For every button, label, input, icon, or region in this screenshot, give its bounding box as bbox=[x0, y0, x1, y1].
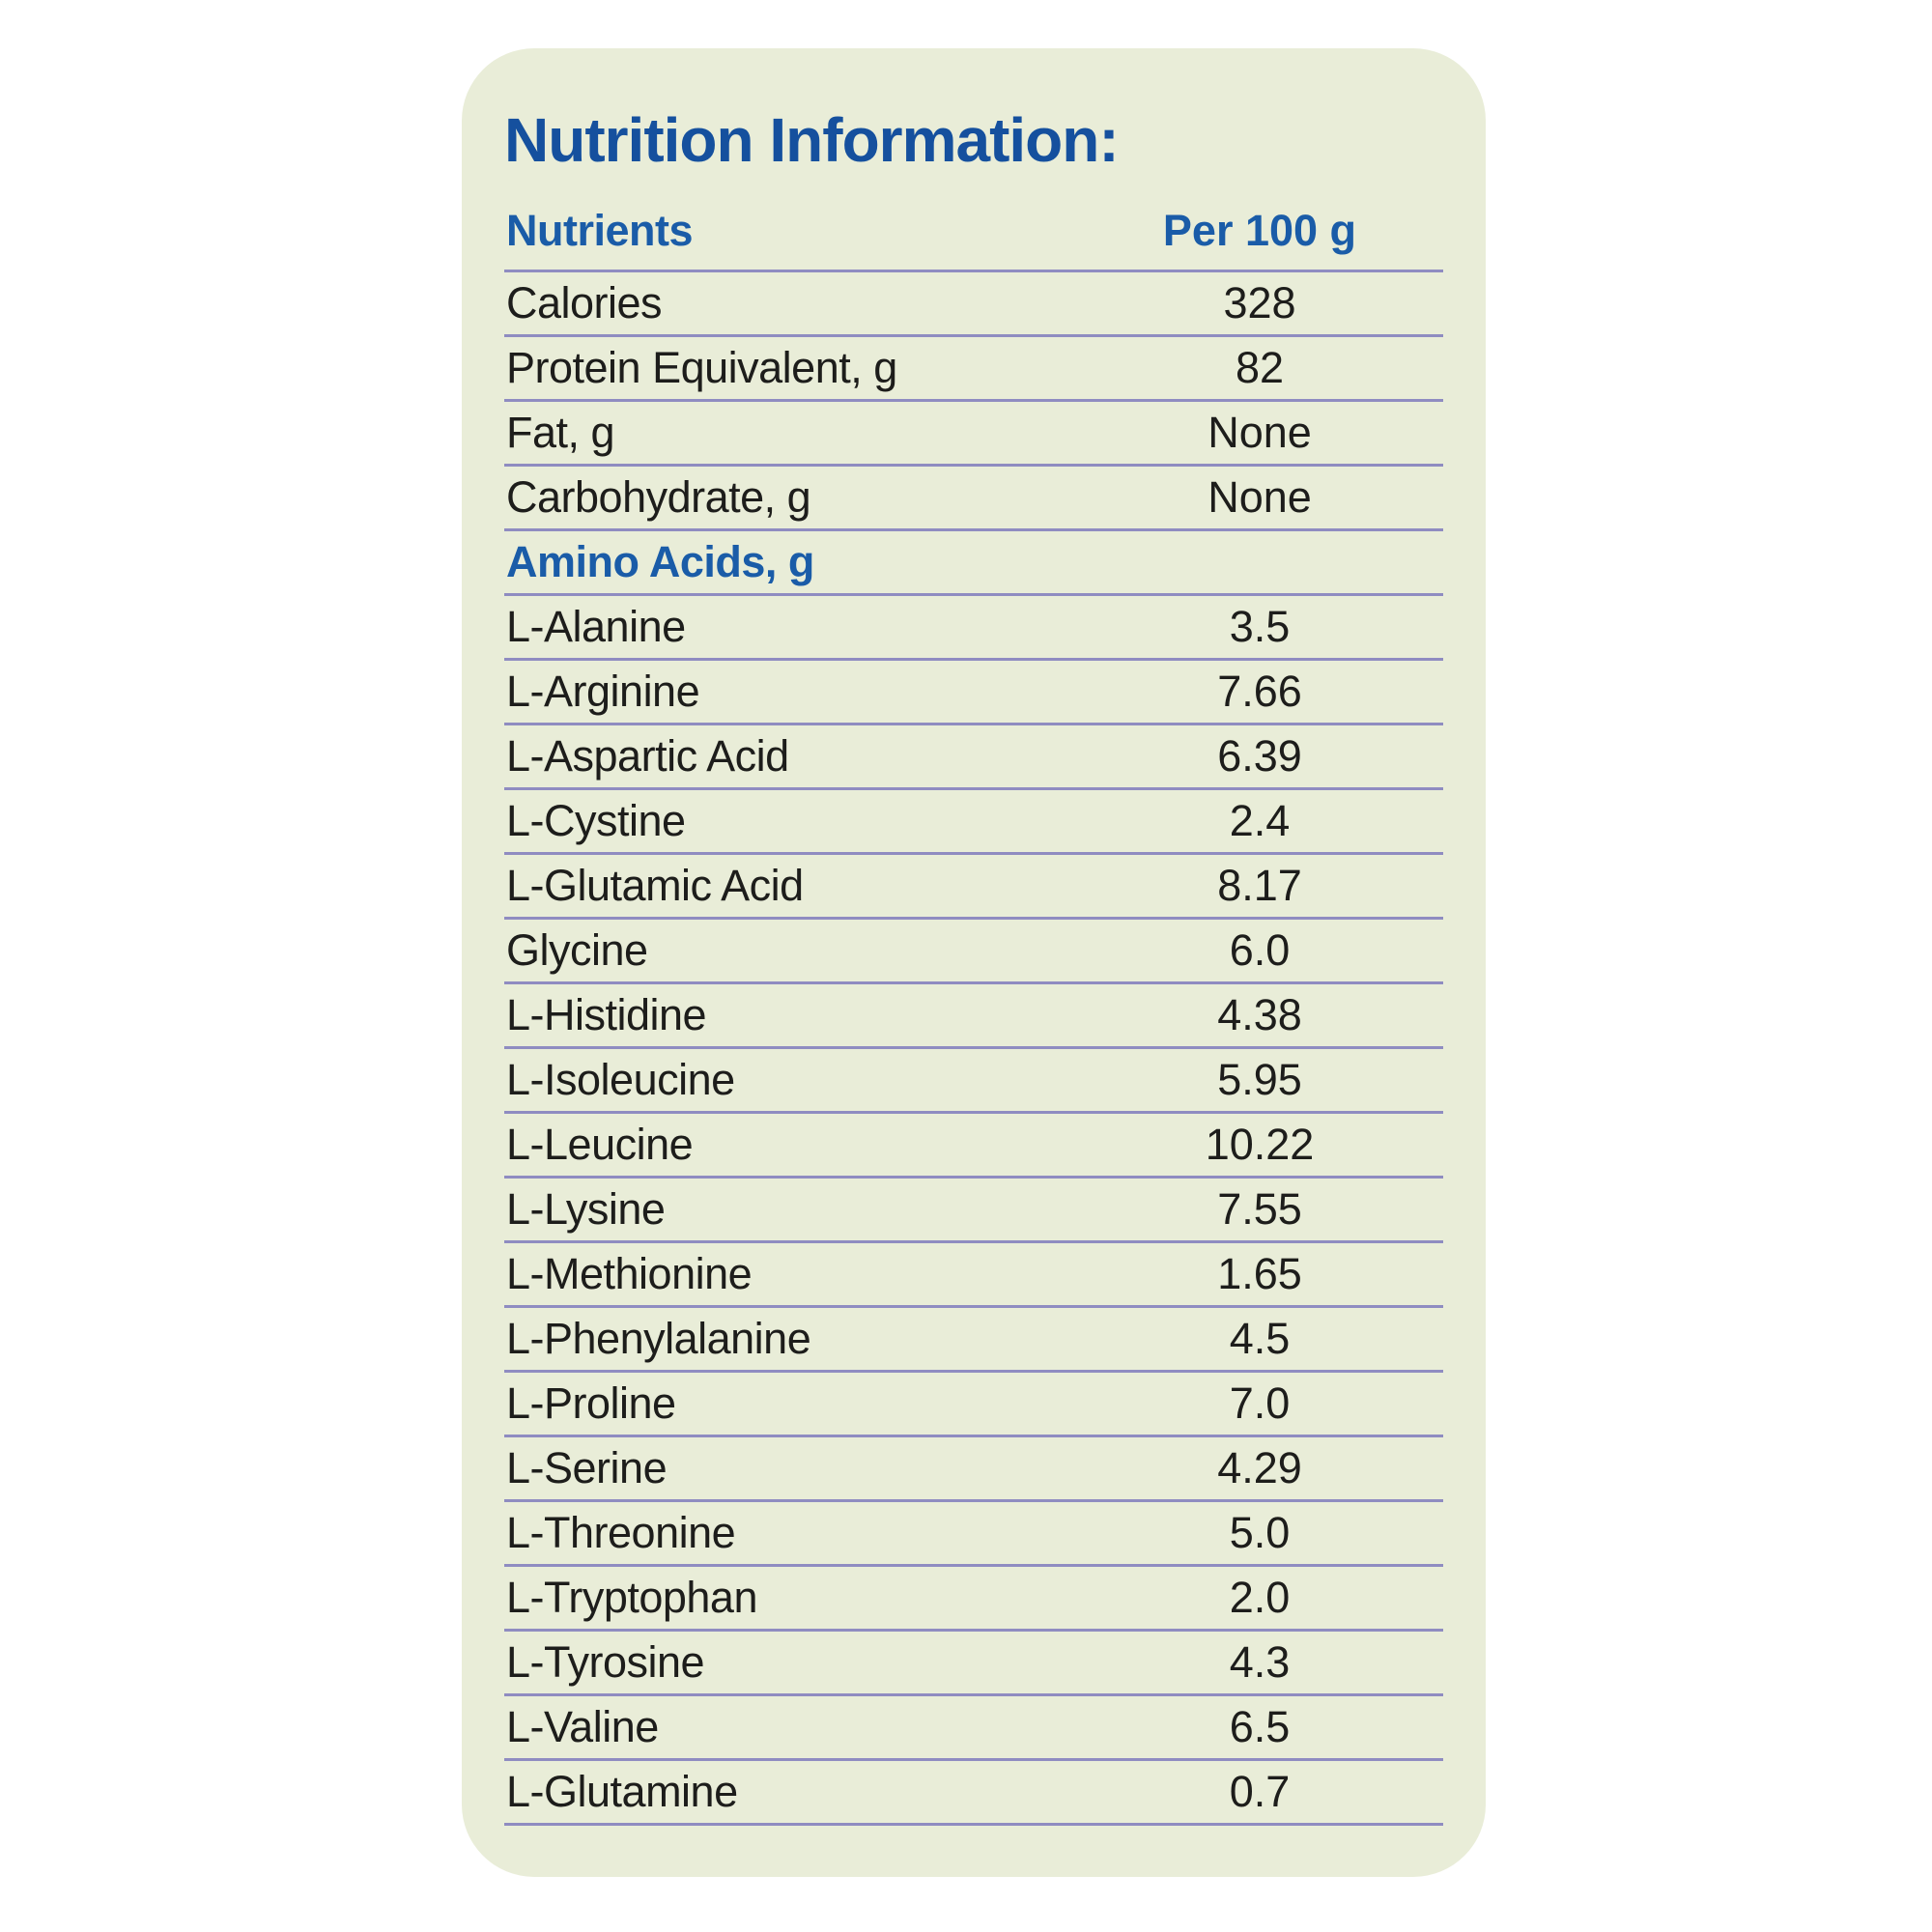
nutrient-label: L-Cystine bbox=[506, 796, 686, 845]
nutrient-label: L-Glutamine bbox=[506, 1767, 738, 1816]
nutrient-value: 6.0 bbox=[1229, 925, 1291, 975]
nutrient-value: 4.3 bbox=[1229, 1637, 1291, 1687]
nutrient-value: 4.29 bbox=[1217, 1443, 1302, 1492]
table-row: L-Arginine 7.66 bbox=[504, 661, 1443, 725]
table-row: L-Valine 6.5 bbox=[504, 1696, 1443, 1761]
table-row: L-Alanine 3.5 bbox=[504, 596, 1443, 661]
nutrient-value: 1.65 bbox=[1217, 1249, 1302, 1298]
table-row: L-Phenylalanine 4.5 bbox=[504, 1308, 1443, 1373]
table-row: L-Leucine 10.22 bbox=[504, 1114, 1443, 1179]
table-row: L-Threonine 5.0 bbox=[504, 1502, 1443, 1567]
nutrient-value: 6.5 bbox=[1229, 1702, 1291, 1751]
nutrient-value: 82 bbox=[1235, 343, 1285, 392]
nutrient-value: 5.0 bbox=[1229, 1508, 1291, 1557]
nutrient-label: L-Isoleucine bbox=[506, 1055, 735, 1104]
nutrient-value: 7.0 bbox=[1229, 1378, 1291, 1428]
nutrient-label: L-Glutamic Acid bbox=[506, 861, 804, 910]
table-row: L-Glutamic Acid 8.17 bbox=[504, 855, 1443, 920]
nutrient-label: L-Valine bbox=[506, 1702, 659, 1751]
nutrient-value: 10.22 bbox=[1205, 1120, 1315, 1169]
table-row: Fat, g None bbox=[504, 402, 1443, 467]
nutrient-label: Protein Equivalent, g bbox=[506, 343, 897, 392]
nutrient-label: L-Methionine bbox=[506, 1249, 753, 1298]
nutrition-table: Nutrients Per 100 g Calories 328 Protein… bbox=[504, 195, 1443, 1826]
nutrient-label: L-Histidine bbox=[506, 990, 707, 1039]
nutrient-label: L-Aspartic Acid bbox=[506, 731, 789, 781]
nutrient-value: 8.17 bbox=[1217, 861, 1302, 910]
nutrient-label: L-Leucine bbox=[506, 1120, 694, 1169]
table-row: Calories 328 bbox=[504, 272, 1443, 337]
column-header-per-100g: Per 100 g bbox=[1162, 206, 1357, 255]
nutrient-label: Calories bbox=[506, 278, 663, 327]
nutrient-label: L-Alanine bbox=[506, 602, 686, 651]
nutrient-value: 6.39 bbox=[1217, 731, 1302, 781]
nutrient-value: 0.7 bbox=[1229, 1767, 1291, 1816]
section-header-row: Amino Acids, g bbox=[504, 531, 1443, 596]
table-header-row: Nutrients Per 100 g bbox=[504, 195, 1443, 272]
page-title: Nutrition Information: bbox=[504, 105, 1120, 175]
table-row: L-Aspartic Acid 6.39 bbox=[504, 725, 1443, 790]
nutrient-value: 328 bbox=[1223, 278, 1296, 327]
nutrient-value: 2.4 bbox=[1229, 796, 1291, 845]
nutrient-label: Carbohydrate, g bbox=[506, 472, 811, 522]
nutrient-label: Fat, g bbox=[506, 408, 615, 457]
nutrient-label: L-Lysine bbox=[506, 1184, 666, 1234]
table-row: L-Isoleucine 5.95 bbox=[504, 1049, 1443, 1114]
nutrient-label: L-Tryptophan bbox=[506, 1573, 757, 1622]
nutrient-value: 3.5 bbox=[1229, 602, 1291, 651]
nutrient-value: 7.55 bbox=[1217, 1184, 1302, 1234]
nutrient-label: L-Proline bbox=[506, 1378, 676, 1428]
table-row: L-Serine 4.29 bbox=[504, 1437, 1443, 1502]
table-row: L-Cystine 2.4 bbox=[504, 790, 1443, 855]
table-row: L-Glutamine 0.7 bbox=[504, 1761, 1443, 1826]
nutrient-label: L-Arginine bbox=[506, 667, 700, 716]
table-row: Protein Equivalent, g 82 bbox=[504, 337, 1443, 402]
column-header-nutrients: Nutrients bbox=[506, 206, 694, 255]
nutrient-label: L-Tyrosine bbox=[506, 1637, 705, 1687]
nutrient-value: 4.38 bbox=[1217, 990, 1302, 1039]
nutrition-card: Nutrition Information: Nutrients Per 100… bbox=[462, 48, 1486, 1877]
nutrient-label: L-Serine bbox=[506, 1443, 668, 1492]
table-body: Calories 328 Protein Equivalent, g 82 Fa… bbox=[504, 272, 1443, 1826]
table-row: L-Lysine 7.55 bbox=[504, 1179, 1443, 1243]
table-row: Carbohydrate, g None bbox=[504, 467, 1443, 531]
table-row: L-Tyrosine 4.3 bbox=[504, 1632, 1443, 1696]
nutrient-label: Glycine bbox=[506, 925, 648, 975]
nutrient-value: None bbox=[1208, 408, 1312, 457]
nutrient-value: None bbox=[1208, 472, 1312, 522]
table-row: L-Proline 7.0 bbox=[504, 1373, 1443, 1437]
table-row: L-Tryptophan 2.0 bbox=[504, 1567, 1443, 1632]
nutrient-value: 7.66 bbox=[1217, 667, 1302, 716]
nutrient-label: L-Threonine bbox=[506, 1508, 736, 1557]
table-row: Glycine 6.0 bbox=[504, 920, 1443, 984]
table-row: L-Histidine 4.38 bbox=[504, 984, 1443, 1049]
nutrient-value: 2.0 bbox=[1229, 1573, 1291, 1622]
nutrient-label: Amino Acids, g bbox=[506, 537, 814, 586]
nutrient-value: 5.95 bbox=[1217, 1055, 1302, 1104]
nutrient-value: 4.5 bbox=[1229, 1314, 1291, 1363]
table-row: L-Methionine 1.65 bbox=[504, 1243, 1443, 1308]
nutrient-label: L-Phenylalanine bbox=[506, 1314, 811, 1363]
